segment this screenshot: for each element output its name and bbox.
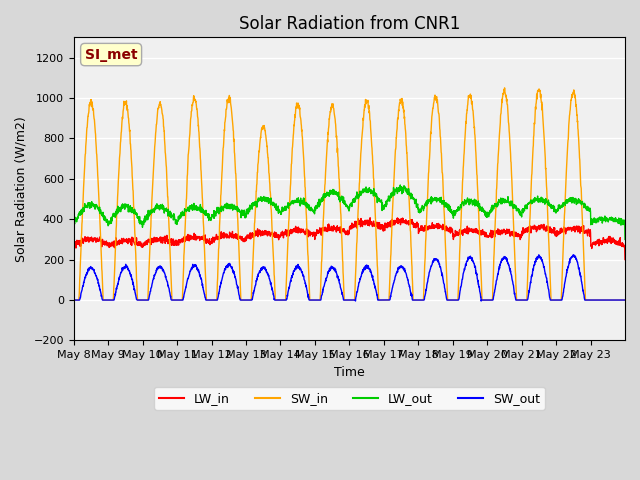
LW_in — [70, 240, 77, 246]
SW_out — [70, 297, 77, 303]
X-axis label: Time: Time — [334, 366, 365, 379]
LW_out — [396, 182, 404, 188]
SW_out — [477, 298, 485, 304]
LW_out — [516, 207, 524, 213]
SW_in — [621, 297, 629, 303]
Y-axis label: Solar Radiation (W/m2): Solar Radiation (W/m2) — [15, 116, 28, 262]
SW_in — [244, 297, 252, 303]
LW_out — [547, 203, 554, 209]
LW_in — [244, 235, 252, 240]
Title: Solar Radiation from CNR1: Solar Radiation from CNR1 — [239, 15, 460, 33]
LW_out — [70, 221, 77, 227]
SW_out — [535, 252, 543, 258]
Line: SW_in: SW_in — [74, 88, 625, 300]
SW_out — [614, 297, 621, 303]
SW_out — [244, 297, 252, 303]
SW_in — [383, 297, 390, 303]
SW_in — [614, 297, 621, 303]
SW_out — [383, 297, 390, 303]
LW_in — [547, 229, 554, 235]
LW_in — [516, 232, 524, 238]
LW_in — [125, 236, 132, 241]
LW_in — [614, 242, 621, 248]
LW_in — [366, 215, 374, 221]
SW_out — [516, 297, 524, 303]
LW_out — [244, 211, 252, 217]
SW_out — [547, 297, 555, 303]
SW_in — [70, 297, 77, 303]
LW_in — [621, 257, 629, 263]
LW_out — [621, 237, 629, 242]
Line: SW_out: SW_out — [74, 255, 625, 301]
LW_out — [383, 200, 390, 206]
Legend: LW_in, SW_in, LW_out, SW_out: LW_in, SW_in, LW_out, SW_out — [154, 387, 545, 410]
Line: LW_out: LW_out — [74, 185, 625, 240]
Text: SI_met: SI_met — [85, 48, 138, 61]
SW_out — [621, 297, 629, 303]
LW_out — [125, 204, 132, 210]
SW_in — [500, 85, 508, 91]
Line: LW_in: LW_in — [74, 218, 625, 260]
LW_out — [614, 217, 621, 223]
LW_in — [383, 224, 390, 229]
SW_in — [125, 120, 132, 126]
SW_in — [547, 285, 554, 291]
SW_in — [516, 297, 524, 303]
SW_out — [125, 268, 132, 274]
